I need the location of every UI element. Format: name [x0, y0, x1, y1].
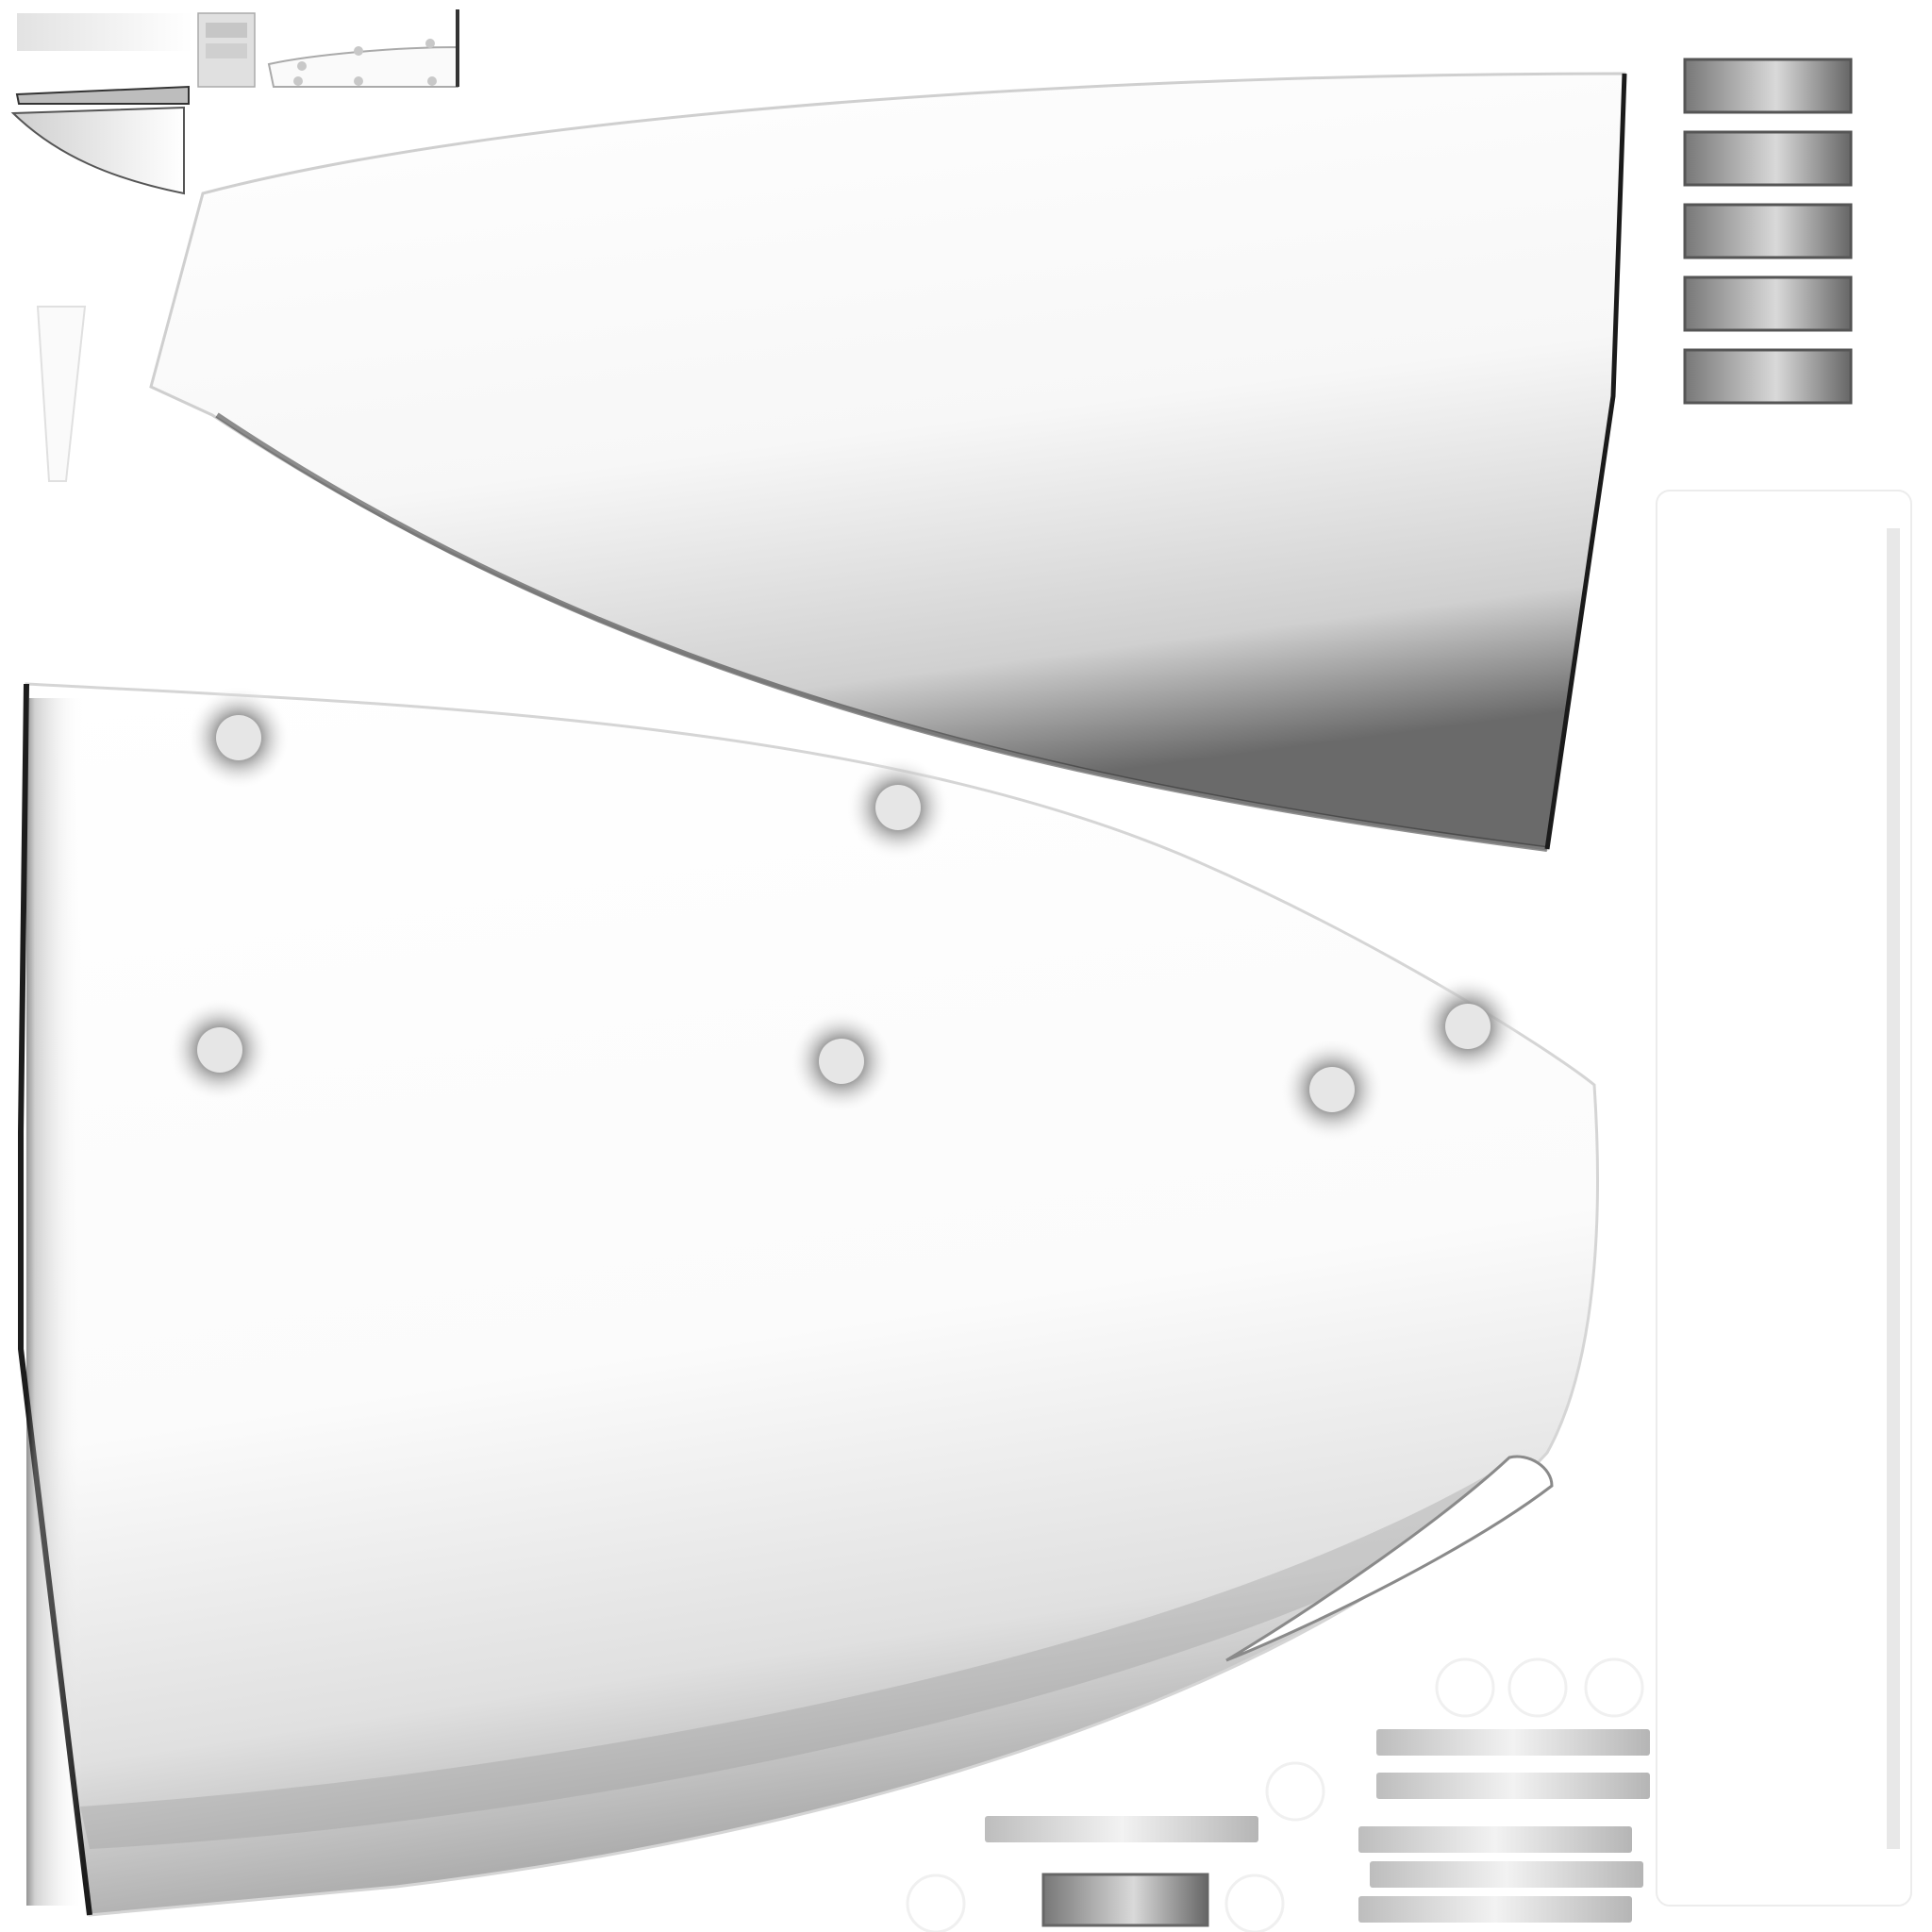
hole: [846, 756, 950, 859]
faint-circle: [1224, 1874, 1285, 1932]
lower-panel-fill: [19, 682, 1599, 1917]
faint-circle: [1584, 1657, 1644, 1718]
faint-circle-group: [906, 1657, 1644, 1932]
light-bar: [1358, 1896, 1632, 1923]
light-bar: [1370, 1861, 1643, 1888]
small-island: [10, 106, 185, 195]
upper-panel: [149, 72, 1627, 852]
dark-bar-bottom: [1041, 1873, 1209, 1927]
small-islands: [10, 9, 459, 482]
hole: [187, 686, 291, 790]
light-bar: [1376, 1729, 1650, 1756]
faint-circle: [1435, 1657, 1495, 1718]
dark-bar: [1683, 203, 1853, 259]
lower-panel-slot: [1225, 1455, 1554, 1662]
right-strip: [1656, 490, 1912, 1907]
faint-circle: [906, 1874, 966, 1932]
lower-panel-bottom-band: [80, 1462, 1538, 1849]
hole: [790, 1009, 893, 1113]
holes: [168, 686, 1520, 1141]
upper-panel-right-edge: [1544, 73, 1627, 850]
dark-bar-group: [1683, 58, 1853, 405]
lower-panel: [18, 682, 1599, 1917]
hole: [1280, 1038, 1384, 1141]
small-island: [15, 85, 190, 105]
hole: [168, 998, 272, 1102]
small-island: [17, 13, 192, 51]
small-island-detail: [206, 23, 247, 38]
light-bar: [1376, 1773, 1650, 1799]
hole: [1416, 974, 1520, 1078]
dark-bar: [1683, 130, 1853, 187]
dark-bar: [1683, 348, 1853, 405]
right-strip-shade: [1887, 528, 1900, 1849]
light-bar-group: [985, 1729, 1650, 1927]
lower-panel-left-shading: [26, 698, 83, 1906]
small-island-detail: [206, 43, 247, 58]
light-bar: [985, 1816, 1258, 1842]
faint-circle: [1507, 1657, 1568, 1718]
light-bar: [1358, 1826, 1632, 1853]
dark-bar: [1683, 58, 1853, 114]
dark-bar: [1683, 275, 1853, 332]
upper-panel-shadow-edge: [215, 412, 1548, 852]
faint-circle: [1265, 1761, 1325, 1822]
small-island: [36, 306, 87, 482]
